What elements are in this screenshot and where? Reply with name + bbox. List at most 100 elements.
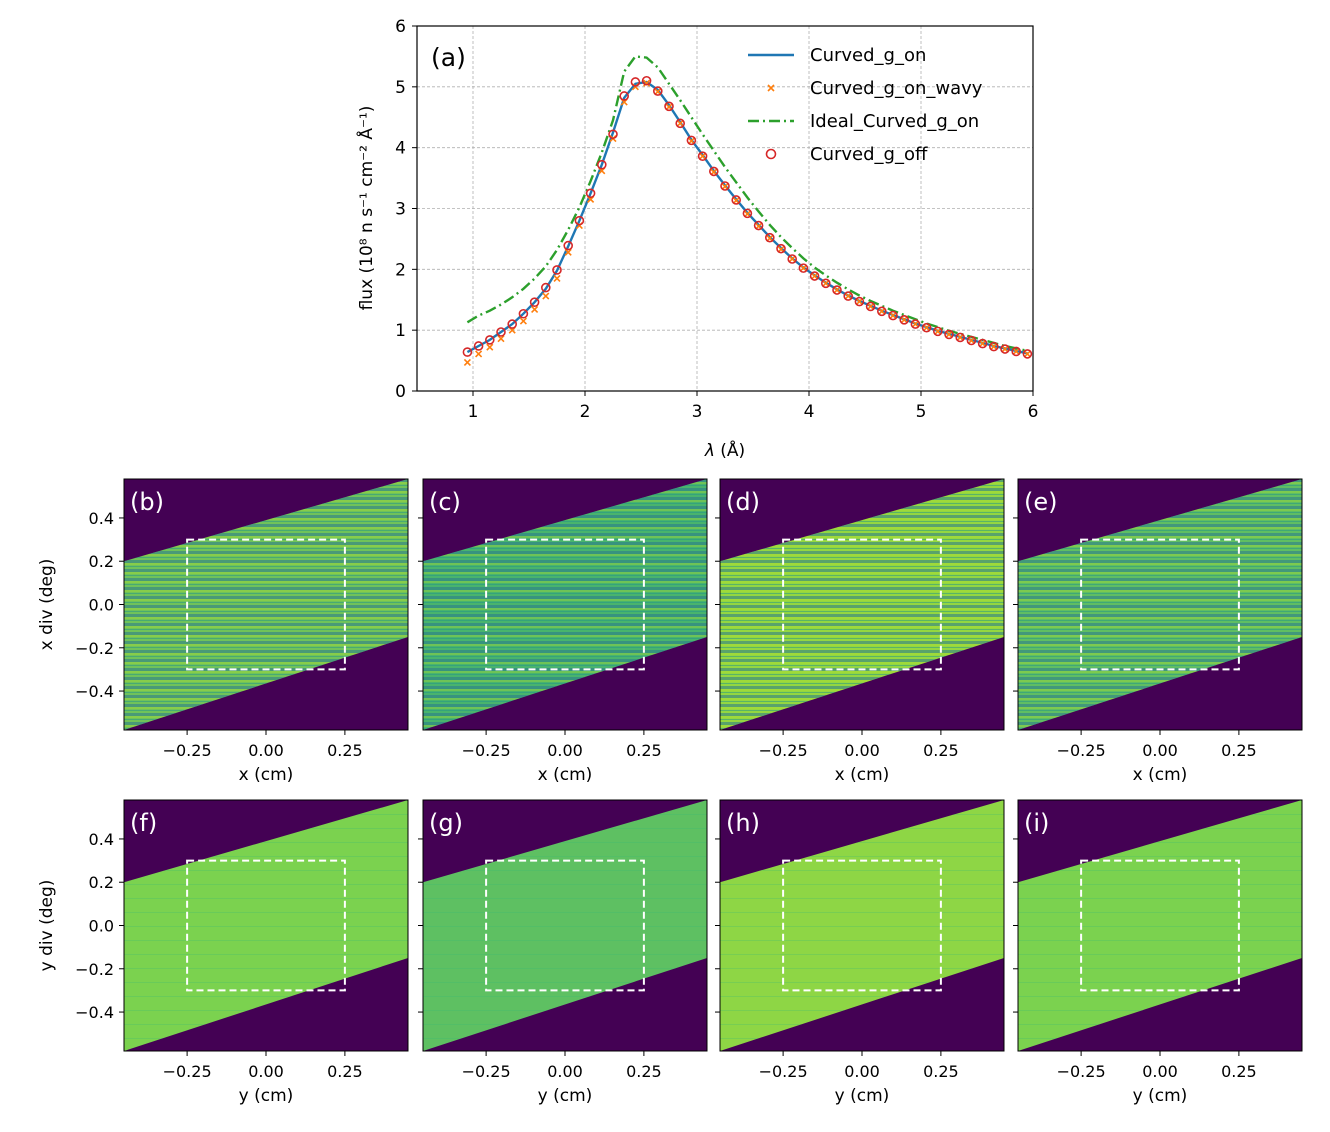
legend-label: Curved_g_on_wavy — [810, 78, 983, 99]
heatmap-panel: (d) −0.25 0.00 0.25 x (cm) — [715, 478, 1005, 785]
point-curved-g-on-wavy — [665, 103, 673, 111]
line-chart-panel: 1 2 3 4 5 6 0 1 2 3 4 5 6 (a) λ (Å) flux (10⁸ n s⁻¹ … — [355, 17, 1038, 461]
point-curved-g-on-wavy — [967, 336, 975, 345]
y-tick-label: −0.4 — [75, 1003, 114, 1022]
point-curved-g-on-wavy — [956, 333, 964, 342]
point-curved-g-off — [552, 265, 562, 275]
point-curved-g-off — [776, 243, 786, 254]
x-tick-label: 0.00 — [1142, 741, 1178, 760]
point-curved-g-off — [876, 306, 887, 317]
point-curved-g-on-wavy — [867, 302, 875, 311]
point-curved-g-on-wavy — [1023, 350, 1031, 358]
point-curved-g-off — [888, 310, 898, 321]
x-tick-label: −0.25 — [759, 741, 808, 760]
point-curved-g-off — [1011, 346, 1022, 357]
point-curved-g-on-wavy — [766, 234, 774, 242]
point-curved-g-off — [787, 254, 798, 264]
point-curved-g-off — [955, 332, 966, 343]
point-curved-g-on-wavy — [878, 307, 886, 315]
point-curved-g-on-wavy — [923, 324, 931, 332]
point-curved-g-off — [944, 329, 954, 340]
point-curved-g-off — [675, 118, 686, 129]
y-tick-label: 6 — [395, 17, 406, 37]
point-curved-g-off — [798, 263, 809, 273]
y-tick-label: −0.2 — [75, 639, 114, 658]
point-curved-g-off — [966, 335, 977, 346]
illuminated-texture — [423, 479, 707, 730]
x-axis-label: x (cm) — [835, 765, 890, 785]
point-curved-g-on-wavy — [732, 197, 740, 205]
acceptance-box — [782, 859, 942, 992]
point-curved-g-off — [988, 341, 999, 352]
point-curved-g-on-wavy — [687, 137, 695, 145]
point-curved-g-on-wavy — [699, 152, 707, 160]
panel-label: (h) — [726, 809, 760, 837]
y-tick-label: 0.2 — [89, 552, 114, 571]
legend-label: Curved_g_on — [810, 45, 926, 66]
point-curved-g-on-wavy — [844, 292, 852, 300]
point-curved-g-on-wavy — [542, 292, 550, 300]
x-axis-label: y (cm) — [538, 1086, 593, 1106]
point-curved-g-on-wavy — [531, 305, 539, 314]
point-curved-g-off — [731, 195, 742, 205]
point-curved-g-off — [977, 338, 988, 349]
legend-label: Ideal_Curved_g_on — [810, 111, 979, 132]
point-curved-g-off — [630, 77, 641, 87]
panel-label: (e) — [1024, 488, 1058, 516]
y-tick-label: 0 — [395, 382, 406, 402]
x-tick-label: −0.25 — [759, 1062, 808, 1081]
y-axis-label: x div (deg) — [37, 559, 57, 651]
point-curved-g-off — [697, 151, 708, 161]
x-tick-label: 0.00 — [844, 741, 880, 760]
heatmap-panel: (i) −0.25 0.00 0.25 y (cm) — [1013, 799, 1303, 1106]
point-curved-g-on-wavy — [497, 335, 505, 343]
acceptance-box — [485, 538, 645, 671]
heatmap-panel: (h) −0.25 0.00 0.25 y (cm) — [715, 799, 1005, 1106]
point-curved-g-on-wavy — [990, 343, 998, 351]
x-tick-label: −0.25 — [163, 741, 212, 760]
panel-label: (g) — [429, 809, 463, 837]
y-tick-label: 3 — [395, 200, 406, 220]
point-curved-g-on-wavy — [945, 330, 953, 338]
point-curved-g-off — [809, 271, 820, 281]
x-axis-label: x (cm) — [1133, 765, 1188, 785]
point-curved-g-off — [720, 181, 730, 191]
y-tick-label: 0.2 — [89, 873, 114, 892]
point-curved-g-off — [921, 322, 932, 333]
point-curved-g-off — [473, 341, 484, 351]
point-curved-g-on-wavy — [519, 317, 527, 325]
x-tick-label: 0.25 — [626, 1062, 662, 1081]
point-curved-g-on-wavy — [743, 210, 751, 218]
point-curved-g-off — [608, 129, 618, 140]
series-group — [462, 55, 1033, 366]
acceptance-box — [485, 859, 645, 992]
point-curved-g-off — [764, 232, 775, 243]
heatmap-panel: (f) −0.25 0.00 0.25 y (cm) 0.4 0.2 0.0 −0.2 −0.4 y… — [37, 799, 409, 1106]
heatmap-panel: (e) −0.25 0.00 0.25 x (cm) — [1013, 478, 1303, 785]
x-tick-label: 2 — [580, 402, 591, 422]
y-tick-label: 0.0 — [89, 596, 114, 615]
x-tick-label: −0.25 — [1057, 1062, 1106, 1081]
axis-ticks: 1 2 3 4 5 6 0 1 2 3 4 5 6 — [395, 17, 1038, 422]
x-axis-label: x (cm) — [538, 765, 593, 785]
illuminated-texture — [1018, 479, 1302, 730]
point-curved-g-on-wavy — [788, 255, 796, 263]
x-axis-unit: (Å) — [720, 439, 745, 461]
panel-label: (f) — [130, 809, 157, 837]
point-curved-g-off — [563, 240, 574, 251]
point-curved-g-on-wavy — [463, 358, 471, 366]
y-tick-label: 2 — [395, 260, 406, 280]
point-curved-g-off — [865, 301, 876, 312]
x-tick-label: 6 — [1028, 402, 1039, 422]
panel-label: (c) — [429, 488, 461, 516]
x-tick-label: 0.25 — [626, 741, 662, 760]
point-curved-g-off — [529, 297, 540, 307]
x-axis-label: y (cm) — [1133, 1086, 1188, 1106]
point-curved-g-off — [686, 135, 697, 146]
x-tick-label: 0.00 — [547, 741, 583, 760]
point-curved-g-off — [820, 278, 831, 289]
point-curved-g-on-wavy — [475, 350, 483, 358]
acceptance-box — [186, 859, 346, 992]
x-tick-label: 0.00 — [1142, 1062, 1178, 1081]
panel-label: (b) — [130, 488, 164, 516]
